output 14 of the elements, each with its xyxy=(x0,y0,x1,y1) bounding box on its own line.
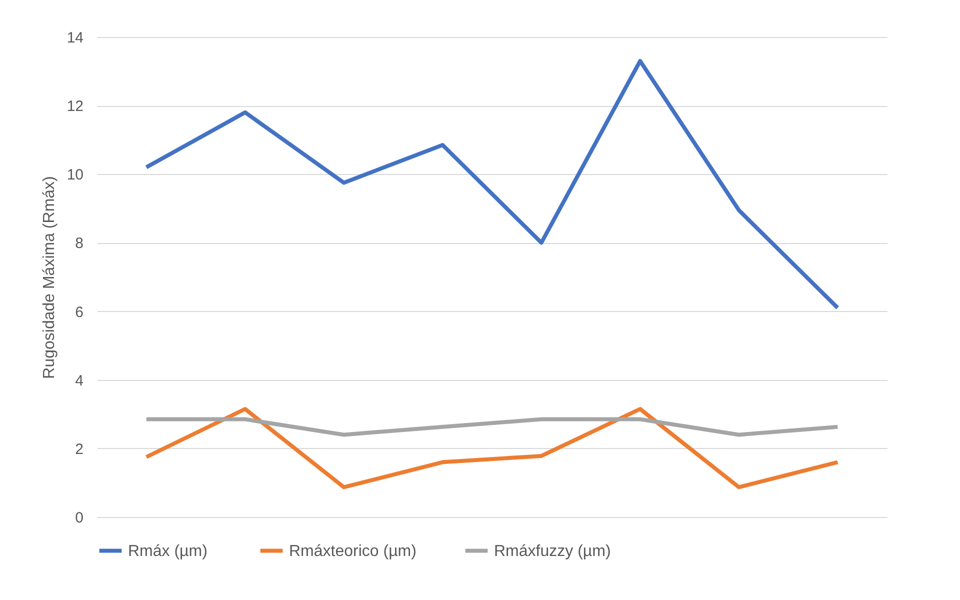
y-tick-label: 6 xyxy=(75,304,84,321)
y-axis-title: Rugosidade Máxima (Rmáx) xyxy=(40,176,58,379)
legend-label: Rmáx (µm) xyxy=(128,542,208,560)
y-tick-label: 2 xyxy=(75,440,84,458)
y-tick-label: 14 xyxy=(66,30,84,46)
line-series xyxy=(144,407,840,490)
y-tick-label: 4 xyxy=(75,372,84,390)
y-tick-label: 12 xyxy=(66,98,84,116)
y-tick-label: 8 xyxy=(75,235,84,252)
legend-label: Rmáxfuzzy (µm) xyxy=(494,542,611,560)
y-tick-label: 10 xyxy=(66,166,84,184)
line-series xyxy=(144,59,840,310)
y-tick-label: 0 xyxy=(75,510,84,526)
legend-label: Rmáxteorico (µm) xyxy=(289,542,416,560)
